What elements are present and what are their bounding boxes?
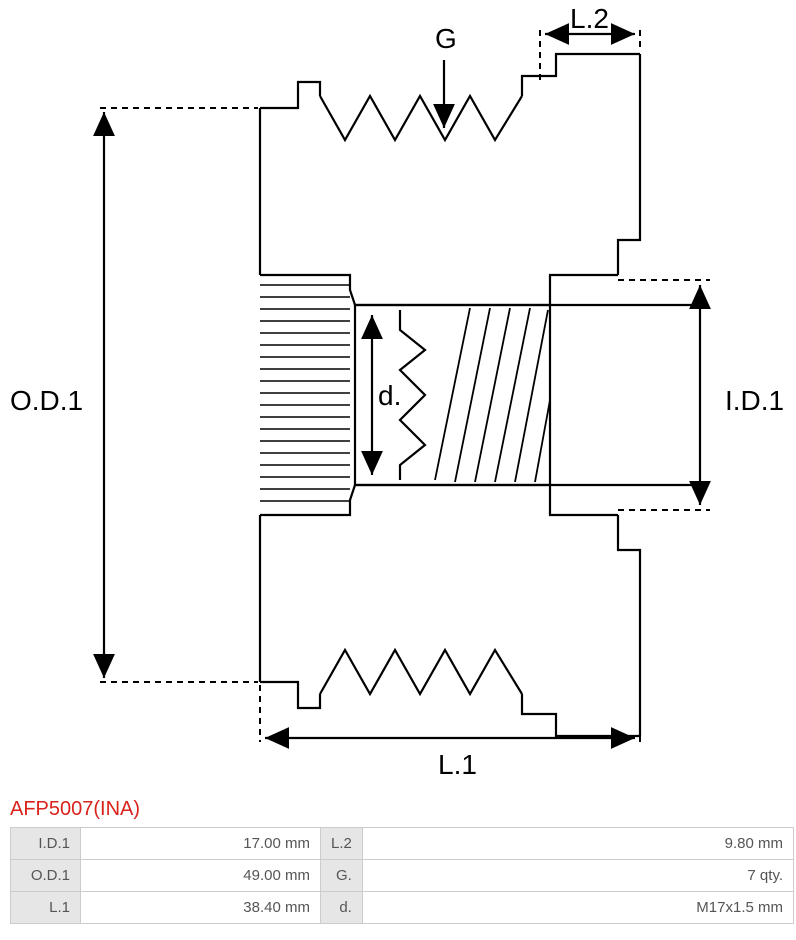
spec-label: L.2	[321, 828, 363, 860]
label-g: G	[435, 23, 457, 54]
diagram-svg: G L.2 O.D.1 I.D.1 d. L.1	[0, 0, 796, 790]
technical-diagram: G L.2 O.D.1 I.D.1 d. L.1	[0, 0, 796, 790]
label-id1: I.D.1	[725, 385, 784, 416]
label-d: d.	[378, 380, 401, 411]
spec-value: 7 qty.	[362, 860, 793, 892]
part-number: AFP5007(INA)	[10, 798, 140, 820]
table-row: I.D.1 17.00 mm L.2 9.80 mm	[11, 828, 794, 860]
label-l1: L.1	[438, 749, 477, 780]
spec-label: I.D.1	[11, 828, 81, 860]
spec-value: 49.00 mm	[81, 860, 321, 892]
spec-value: M17x1.5 mm	[362, 892, 793, 924]
spec-label: d.	[321, 892, 363, 924]
label-od1: O.D.1	[10, 385, 83, 416]
spec-label: O.D.1	[11, 860, 81, 892]
table-row: O.D.1 49.00 mm G. 7 qty.	[11, 860, 794, 892]
spec-value: 9.80 mm	[362, 828, 793, 860]
spec-value: 38.40 mm	[81, 892, 321, 924]
spec-label: L.1	[11, 892, 81, 924]
label-l2: L.2	[570, 3, 609, 34]
spec-value: 17.00 mm	[81, 828, 321, 860]
part-title: AFP5007(INA)	[0, 790, 796, 827]
table-row: L.1 38.40 mm d. M17x1.5 mm	[11, 892, 794, 924]
spec-label: G.	[321, 860, 363, 892]
spec-table: I.D.1 17.00 mm L.2 9.80 mm O.D.1 49.00 m…	[10, 827, 794, 924]
